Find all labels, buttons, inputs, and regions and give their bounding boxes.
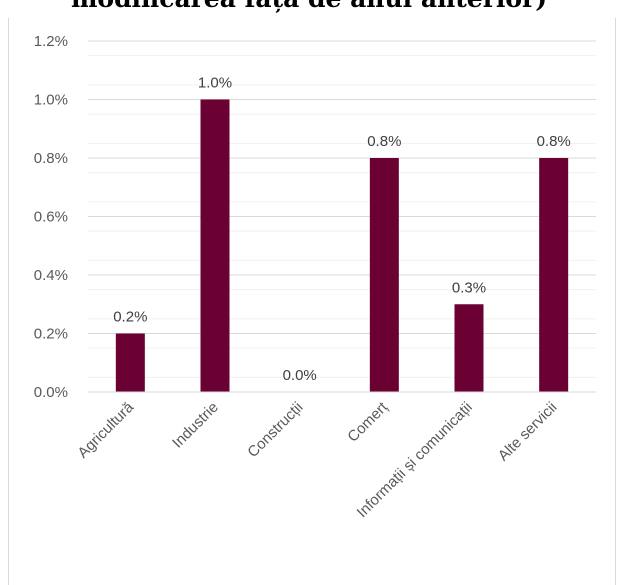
y-tick-label: 0.0% bbox=[34, 384, 68, 401]
y-tick-label: 1.0% bbox=[34, 92, 68, 109]
y-tick-label: 0.4% bbox=[34, 267, 68, 284]
chart-frame bbox=[8, 18, 616, 585]
chart-title: modificarea față de anul anterior) bbox=[0, 0, 618, 14]
category-label: Agricultură bbox=[74, 398, 137, 461]
y-tick-label: 0.6% bbox=[34, 209, 68, 226]
data-label: 0.8% bbox=[537, 133, 571, 150]
bar bbox=[115, 333, 145, 392]
data-label: 1.0% bbox=[198, 75, 232, 92]
bar bbox=[369, 158, 399, 392]
category-label: Construcții bbox=[244, 399, 306, 461]
category-label: Comerț bbox=[344, 398, 391, 445]
category-label: Industrie bbox=[169, 399, 222, 452]
bar bbox=[200, 99, 230, 392]
data-label: 0.0% bbox=[283, 367, 317, 384]
y-tick-label: 0.8% bbox=[34, 150, 68, 167]
bar bbox=[539, 158, 569, 392]
bar bbox=[454, 304, 484, 392]
category-label: Alte servicii bbox=[495, 399, 561, 465]
data-label: 0.8% bbox=[367, 133, 401, 150]
y-tick-label: 0.2% bbox=[34, 326, 68, 343]
data-label: 0.2% bbox=[113, 309, 147, 326]
y-tick-label: 1.2% bbox=[34, 33, 68, 50]
data-label: 0.3% bbox=[452, 279, 486, 296]
